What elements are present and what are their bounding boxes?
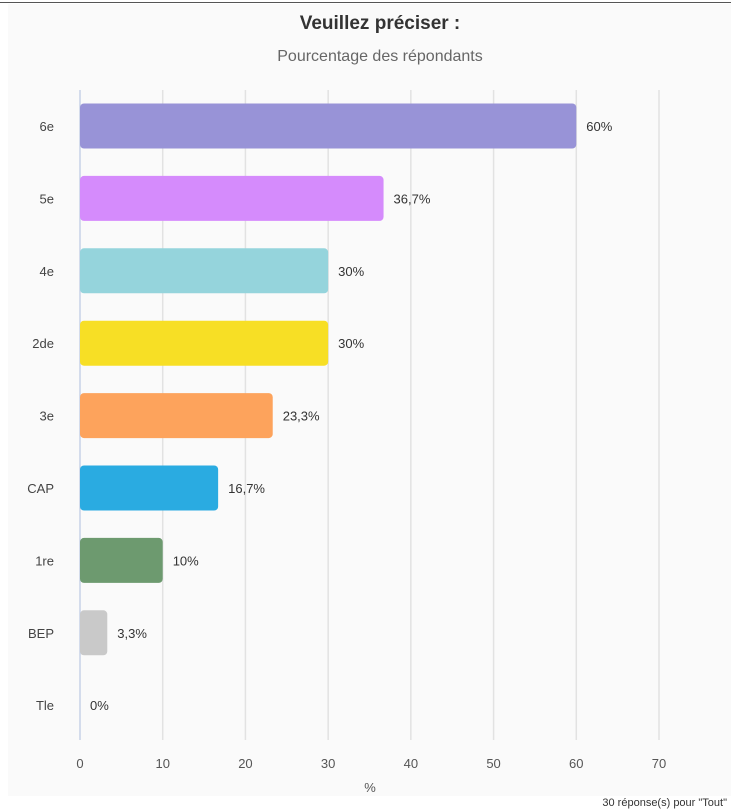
bar[interactable] bbox=[80, 103, 577, 149]
category-label: 5e bbox=[40, 191, 54, 206]
category-label: 4e bbox=[40, 264, 54, 279]
response-count: 30 réponse(s) pour "Tout" bbox=[602, 797, 727, 809]
value-label: 0% bbox=[90, 698, 109, 713]
chart-subtitle: Pourcentage des répondants bbox=[277, 48, 483, 65]
chart-title: Veuillez préciser : bbox=[299, 13, 461, 34]
top-rule bbox=[0, 2, 731, 3]
bar[interactable] bbox=[80, 248, 329, 294]
value-label: 3,3% bbox=[117, 626, 147, 641]
x-tick-label: 40 bbox=[404, 756, 418, 771]
category-label: Tle bbox=[36, 698, 54, 713]
bar[interactable] bbox=[80, 537, 163, 583]
bar[interactable] bbox=[80, 393, 273, 439]
category-label: 2de bbox=[32, 336, 54, 351]
category-label: CAP bbox=[27, 481, 54, 496]
x-tick-label: 70 bbox=[652, 756, 666, 771]
category-label: BEP bbox=[28, 626, 54, 641]
category-label: 1re bbox=[35, 553, 54, 568]
value-label: 36,7% bbox=[394, 191, 431, 206]
x-tick-label: 20 bbox=[238, 756, 252, 771]
bar[interactable] bbox=[80, 610, 108, 656]
value-label: 10% bbox=[173, 553, 199, 568]
category-label: 6e bbox=[40, 119, 54, 134]
x-tick-labels: 0 10 20 30 40 50 60 70 bbox=[76, 756, 666, 771]
bar[interactable] bbox=[80, 465, 219, 511]
x-tick-label: 60 bbox=[569, 756, 583, 771]
x-tick-label: 0 bbox=[76, 756, 83, 771]
x-tick-label: 30 bbox=[321, 756, 335, 771]
category-label: 3e bbox=[40, 409, 54, 424]
x-axis-title: % bbox=[364, 780, 376, 795]
bars bbox=[80, 103, 577, 656]
bar[interactable] bbox=[80, 320, 329, 366]
value-label: 30% bbox=[338, 264, 364, 279]
value-label: 60% bbox=[586, 119, 612, 134]
value-label: 23,3% bbox=[283, 409, 320, 424]
x-tick-label: 50 bbox=[486, 756, 500, 771]
bar[interactable] bbox=[80, 175, 384, 221]
value-labels: 60% 36,7% 30% 30% 23,3% 16,7% 10% 3,3% 0% bbox=[90, 119, 613, 713]
value-label: 30% bbox=[338, 336, 364, 351]
category-labels: 6e 5e 4e 2de 3e CAP 1re BEP Tle bbox=[27, 119, 54, 713]
value-label: 16,7% bbox=[228, 481, 265, 496]
x-tick-label: 10 bbox=[155, 756, 169, 771]
